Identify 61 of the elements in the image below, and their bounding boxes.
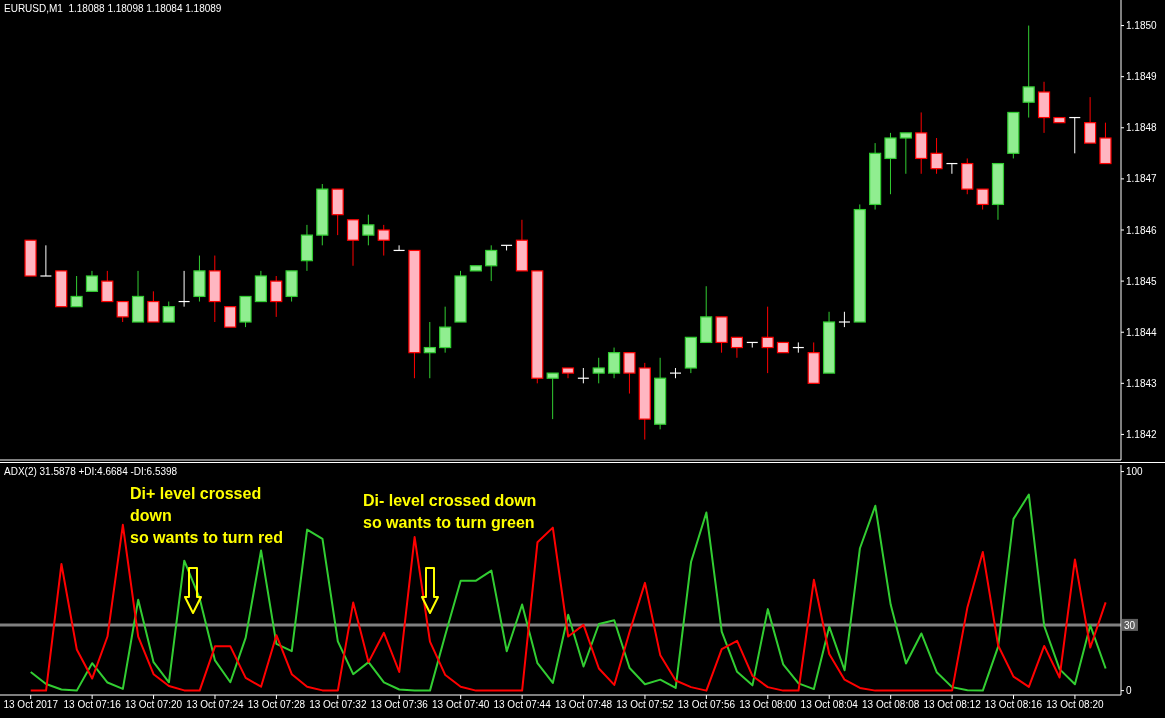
- y-tick-label: 1.1847: [1126, 173, 1158, 185]
- y-tick-label: 0: [1126, 685, 1132, 697]
- x-tick-label: 13 Oct 08:20: [1046, 699, 1104, 711]
- x-tick-label: 13 Oct 08:08: [862, 699, 920, 711]
- x-tick-label: 13 Oct 07:52: [616, 699, 675, 711]
- y-tick-label: 1.1843: [1126, 377, 1158, 389]
- x-tick-label: 13 Oct 08:16: [984, 699, 1043, 711]
- x-tick-label: 13 Oct 08:04: [800, 699, 859, 711]
- candlestick: [1084, 96, 1097, 144]
- candlestick: [899, 132, 912, 175]
- candlestick: [85, 270, 99, 292]
- candlestick: [224, 306, 237, 328]
- candlestick: [607, 347, 621, 379]
- candlestick: [270, 275, 283, 318]
- candlestick: [39, 244, 52, 277]
- candlestick: [346, 219, 360, 267]
- candlestick: [439, 306, 452, 354]
- x-tick-label: 13 Oct 07:32: [309, 699, 367, 711]
- x-tick-label: 13 Oct 07:16: [63, 699, 122, 711]
- candlestick: [761, 306, 774, 374]
- candlestick: [377, 224, 390, 257]
- y-tick-label: 1.1845: [1126, 275, 1158, 287]
- annotation: Di- level crossed down so wants to turn green: [363, 491, 537, 533]
- candlestick: [930, 137, 943, 175]
- candlestick: [592, 357, 605, 384]
- x-tick-label: 13 Oct 07:56: [677, 699, 736, 711]
- y-tick-label: 1.1844: [1126, 326, 1158, 338]
- candlestick: [423, 321, 436, 379]
- candlestick: [70, 275, 83, 308]
- x-tick-label: 13 Oct 07:40: [432, 699, 490, 711]
- y-tick-label: 1.1848: [1126, 122, 1158, 134]
- x-tick-label: 13 Oct 07:44: [493, 699, 552, 711]
- candlestick: [623, 352, 636, 395]
- y-tick-label: 1.1842: [1126, 428, 1158, 440]
- candlestick: [730, 336, 744, 359]
- ref-line-label: 30: [1124, 619, 1136, 631]
- x-tick-label: 13 Oct 07:24: [186, 699, 245, 711]
- candlestick: [1022, 25, 1035, 119]
- y-tick-label: 1.1846: [1126, 224, 1158, 236]
- annotation: Di+ level crossed down so wants to turn red: [130, 484, 283, 548]
- candlestick: [485, 244, 498, 282]
- candlestick: [101, 270, 114, 303]
- candlestick: [976, 188, 989, 211]
- y-tick-label: 100: [1126, 466, 1144, 478]
- x-tick-label: 13 Oct 07:20: [124, 699, 183, 711]
- x-tick-label: 13 Oct 2017: [3, 699, 59, 711]
- candlestick: [116, 300, 129, 323]
- candlestick: [546, 372, 559, 420]
- x-tick-label: 13 Oct 07:48: [554, 699, 613, 711]
- x-tick-label: 13 Oct 08:00: [739, 699, 797, 711]
- y-tick-label: 1.1850: [1126, 20, 1158, 32]
- x-tick-label: 13 Oct 07:28: [247, 699, 306, 711]
- candlestick: [884, 132, 897, 195]
- x-tick-label: 13 Oct 07:36: [370, 699, 429, 711]
- x-tick-label: 13 Oct 08:12: [923, 699, 982, 711]
- y-tick-label: 1.1849: [1126, 71, 1158, 83]
- chart-title: EURUSD,M1 1.18088 1.18098 1.18084 1.18089: [4, 3, 222, 14]
- candlestick: [362, 214, 375, 246]
- candlestick: [147, 290, 160, 323]
- chart-title: ADX(2) 31.5878 +DI:4.6684 -DI:6.5398: [4, 466, 178, 477]
- candlestick: [162, 301, 175, 323]
